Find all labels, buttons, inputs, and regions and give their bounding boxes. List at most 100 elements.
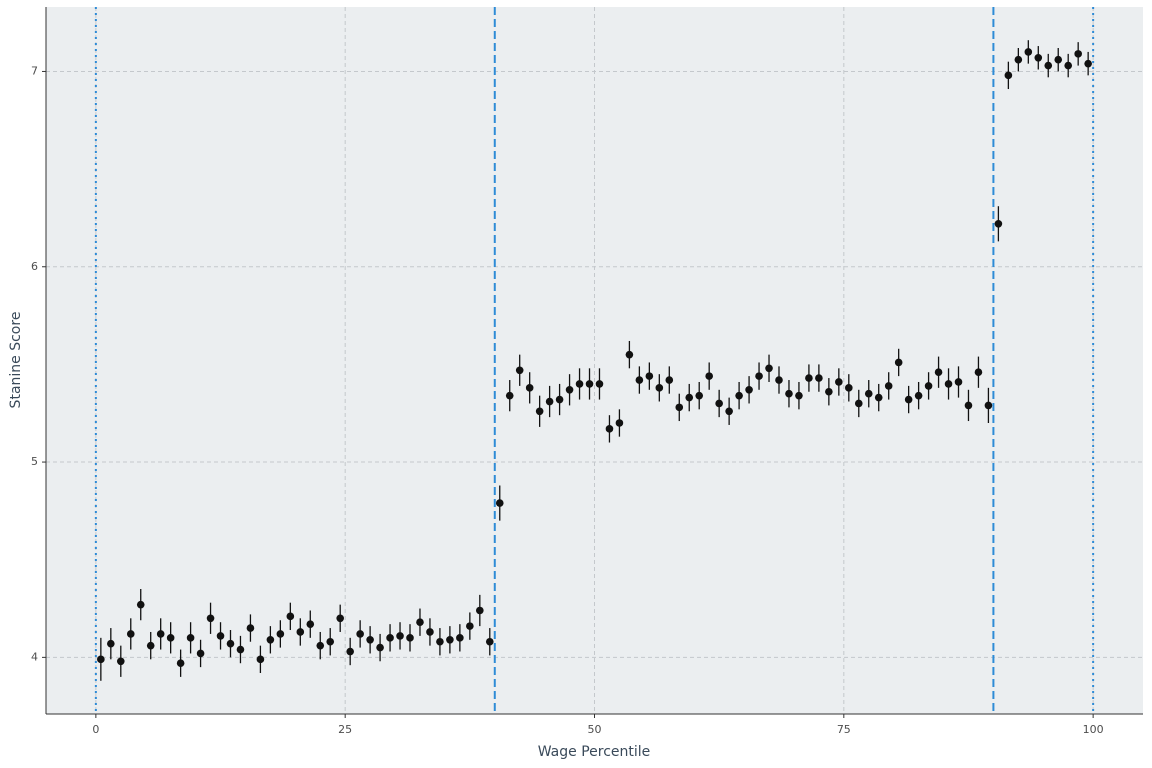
point bbox=[984, 401, 993, 410]
x-tick-label: 75 bbox=[837, 723, 851, 736]
point bbox=[1074, 50, 1082, 58]
point bbox=[515, 366, 524, 375]
point bbox=[485, 637, 494, 646]
point bbox=[635, 376, 644, 384]
point bbox=[176, 659, 185, 668]
point bbox=[126, 630, 135, 638]
point bbox=[545, 397, 554, 406]
point bbox=[845, 384, 853, 392]
x-axis-title: Wage Percentile bbox=[538, 744, 651, 760]
x-tick-label: 50 bbox=[588, 723, 602, 736]
point bbox=[276, 630, 285, 638]
point bbox=[246, 624, 255, 632]
point bbox=[715, 399, 723, 408]
point bbox=[107, 639, 115, 648]
point bbox=[874, 393, 883, 402]
point bbox=[854, 399, 863, 408]
point bbox=[625, 350, 634, 359]
point bbox=[974, 368, 983, 377]
point bbox=[595, 380, 604, 388]
point bbox=[884, 382, 893, 390]
point bbox=[426, 628, 434, 636]
x-tick-label: 25 bbox=[338, 723, 352, 736]
point bbox=[1034, 53, 1043, 62]
point bbox=[894, 358, 903, 367]
point bbox=[386, 634, 394, 642]
point bbox=[745, 385, 753, 394]
point bbox=[665, 376, 674, 384]
point bbox=[615, 419, 624, 427]
point bbox=[805, 374, 813, 382]
point bbox=[1044, 61, 1053, 70]
y-tick-label: 6 bbox=[31, 260, 38, 273]
point bbox=[1004, 71, 1013, 80]
point bbox=[605, 425, 614, 433]
point bbox=[446, 635, 454, 644]
point bbox=[166, 634, 175, 642]
point bbox=[206, 614, 215, 623]
point bbox=[575, 380, 584, 388]
point bbox=[196, 649, 205, 658]
point bbox=[136, 600, 145, 609]
point bbox=[535, 407, 544, 416]
point bbox=[695, 391, 704, 400]
point bbox=[994, 219, 1003, 228]
point bbox=[795, 391, 803, 400]
point bbox=[396, 632, 404, 640]
point bbox=[306, 620, 315, 628]
point bbox=[815, 374, 823, 382]
y-tick-label: 5 bbox=[31, 455, 38, 468]
point bbox=[376, 643, 384, 652]
point bbox=[476, 606, 484, 615]
point bbox=[366, 635, 374, 644]
point bbox=[675, 403, 684, 412]
point bbox=[1084, 59, 1092, 68]
point bbox=[216, 632, 225, 640]
point bbox=[735, 391, 743, 400]
point bbox=[954, 378, 963, 386]
point bbox=[256, 655, 265, 664]
point bbox=[864, 389, 873, 398]
y-axis-title: Stanine Score bbox=[8, 312, 24, 409]
point bbox=[755, 372, 763, 380]
point bbox=[97, 655, 105, 664]
point bbox=[316, 641, 325, 650]
point bbox=[725, 407, 733, 416]
point bbox=[346, 647, 354, 656]
point bbox=[1024, 48, 1033, 56]
point bbox=[525, 384, 534, 392]
point bbox=[286, 612, 295, 621]
x-tick-label: 100 bbox=[1083, 723, 1104, 736]
y-tick-label: 7 bbox=[31, 64, 38, 77]
point bbox=[296, 628, 305, 636]
point bbox=[904, 395, 913, 404]
point bbox=[116, 657, 125, 666]
point bbox=[964, 401, 973, 410]
point bbox=[1014, 55, 1023, 64]
point bbox=[775, 376, 783, 384]
point bbox=[705, 372, 713, 380]
point bbox=[236, 645, 245, 654]
point bbox=[356, 630, 364, 638]
point bbox=[505, 391, 514, 400]
point bbox=[685, 393, 694, 402]
point bbox=[336, 614, 344, 623]
point bbox=[456, 634, 464, 642]
point bbox=[156, 630, 165, 638]
point bbox=[914, 391, 923, 400]
point bbox=[266, 635, 275, 644]
point bbox=[765, 364, 773, 373]
point bbox=[825, 387, 833, 396]
point bbox=[326, 637, 335, 646]
point bbox=[406, 634, 414, 642]
point bbox=[565, 385, 574, 394]
point bbox=[944, 380, 953, 388]
point bbox=[645, 372, 654, 380]
point bbox=[1064, 61, 1073, 70]
point bbox=[416, 618, 424, 627]
point bbox=[436, 637, 444, 646]
point bbox=[555, 395, 564, 404]
point bbox=[146, 641, 155, 650]
point bbox=[655, 384, 664, 392]
